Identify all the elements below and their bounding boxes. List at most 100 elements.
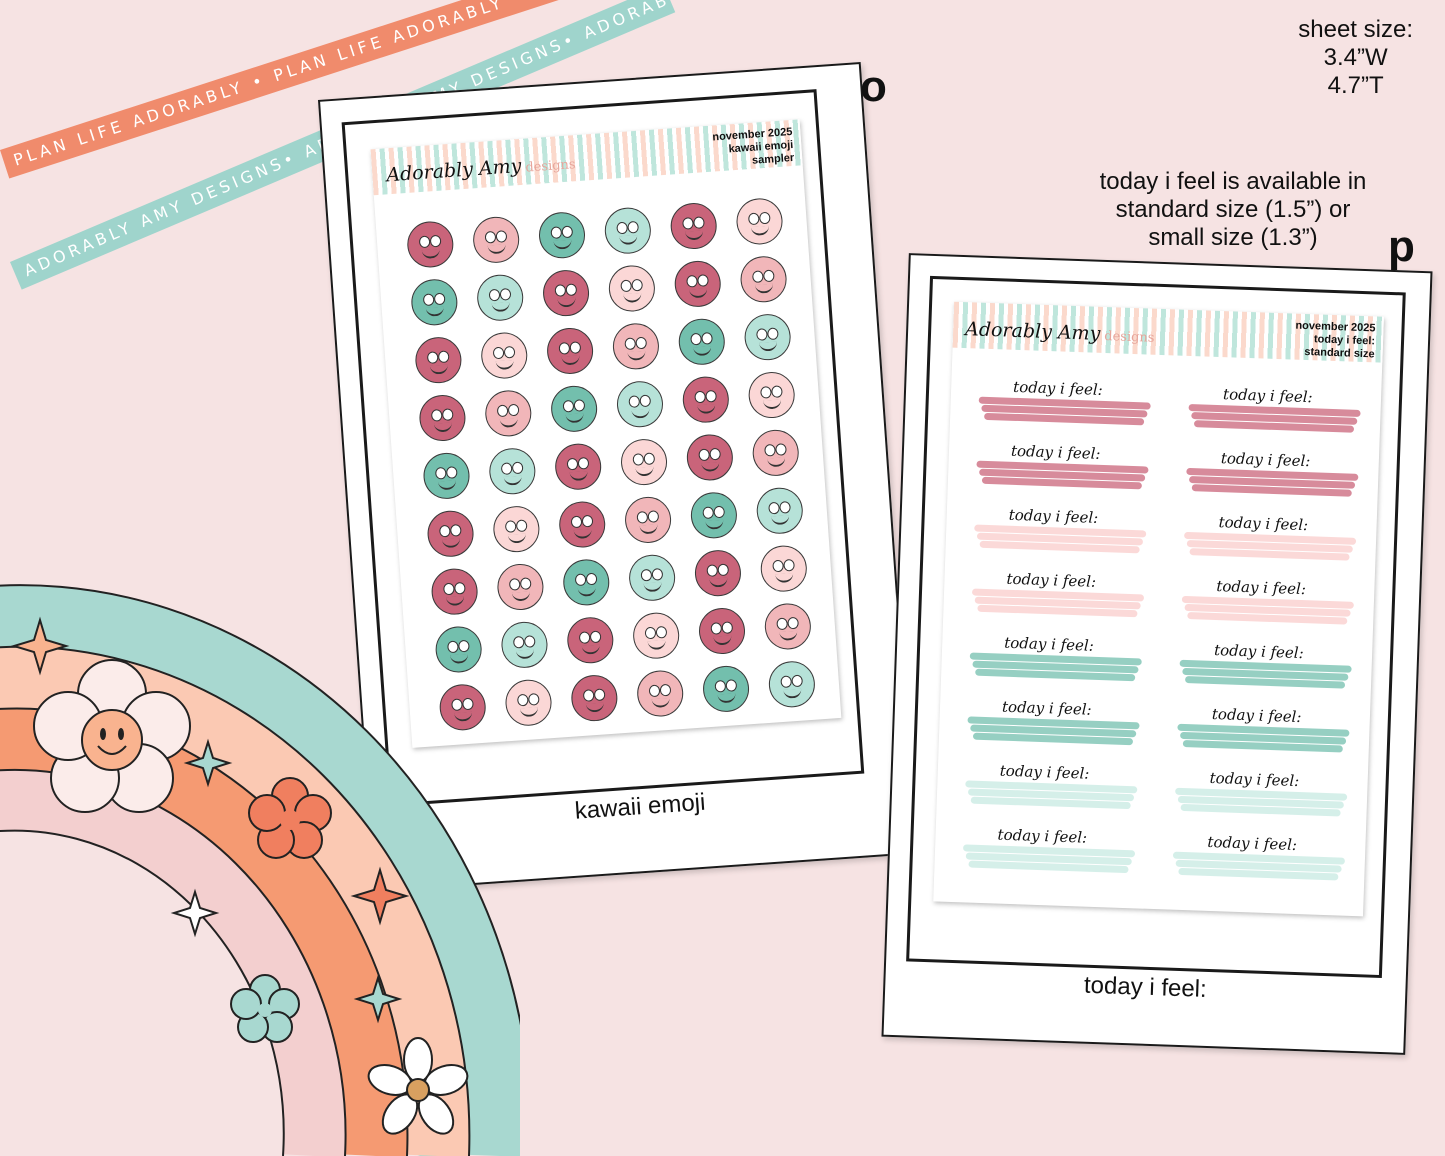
today-i-feel-sticker: today i feel: <box>1181 380 1393 451</box>
availability-info: today i feel is available in standard si… <box>1053 168 1413 252</box>
sheet-size-line2: 3.4”W <box>1323 44 1388 71</box>
today-i-feel-sticker: today i feel: <box>1170 700 1382 771</box>
emoji-sticker <box>619 437 669 487</box>
emoji-sticker <box>747 370 797 420</box>
emoji-mouth <box>763 399 782 410</box>
emoji-sticker <box>413 335 463 385</box>
emoji-sticker <box>471 215 521 265</box>
emoji-mouth <box>635 466 654 477</box>
emoji-sticker <box>491 504 541 554</box>
emoji-mouth <box>750 225 770 237</box>
emoji-sticker <box>669 201 719 251</box>
sheet-size-line3: 4.7”T <box>1327 72 1384 99</box>
emoji-mouth <box>585 702 605 713</box>
today-i-feel-label: today i feel: <box>1008 505 1099 527</box>
emoji-sticker <box>426 509 476 559</box>
emoji-sticker <box>734 196 785 246</box>
emoji-mouth <box>557 297 577 308</box>
emoji-mouth <box>639 524 659 535</box>
emoji-sticker <box>561 557 611 607</box>
emoji-mouth <box>519 707 539 718</box>
emoji-mouth <box>713 635 732 646</box>
emoji-sticker <box>421 451 472 501</box>
emoji-mouth <box>487 244 507 255</box>
emoji-mouth <box>689 288 708 299</box>
today-i-feel-sticker: today i feel: <box>963 628 1175 699</box>
today-i-feel-label: today i feel: <box>1211 704 1302 727</box>
brand-subtitle: designs <box>524 157 577 176</box>
today-i-feel-sticker: today i feel: <box>1179 444 1391 515</box>
today-i-feel-label: today i feel: <box>1003 633 1095 655</box>
rainbow-decoration <box>0 560 520 1156</box>
rainbow-svg <box>0 584 520 1156</box>
availability-line3: small size (1.3”) <box>1148 224 1318 251</box>
emoji-mouth <box>421 248 441 260</box>
emoji-sticker <box>603 206 653 256</box>
emoji-sticker <box>701 664 751 714</box>
emoji-mouth <box>565 413 585 424</box>
today-i-feel-label: today i feel: <box>1006 569 1097 591</box>
emoji-sticker <box>405 219 455 270</box>
emoji-sticker <box>615 379 665 429</box>
emoji-sticker <box>549 384 599 434</box>
product-card-today-i-feel: Adorably Amy designs november 2025 today … <box>881 253 1433 1055</box>
emoji-mouth <box>775 572 794 584</box>
emoji-mouth <box>771 515 790 526</box>
emoji-mouth <box>491 302 511 313</box>
emoji-mouth <box>619 235 638 246</box>
availability-line1: today i feel is available in <box>1099 168 1367 195</box>
emoji-mouth <box>499 417 519 429</box>
emoji-mouth <box>425 306 445 317</box>
teal-flower-icon <box>230 974 300 1043</box>
brand-subtitle: designs <box>1104 328 1155 346</box>
emoji-mouth <box>709 577 728 588</box>
today-i-feel-label: today i feel: <box>1001 697 1092 719</box>
emoji-mouth <box>573 528 593 540</box>
emoji-sticker <box>763 601 813 651</box>
sheet-size-info: sheet size: 3.4”W 4.7”T <box>1298 16 1413 100</box>
emoji-mouth <box>433 422 453 433</box>
today-i-feel-sticker: today i feel: <box>967 500 1179 571</box>
emoji-sticker <box>537 210 587 260</box>
today-i-feel-label: today i feel: <box>1207 832 1298 854</box>
card-letter-o: o <box>860 62 887 111</box>
today-i-feel-sticker: today i feel: <box>969 436 1181 507</box>
emoji-mouth <box>569 471 589 482</box>
today-i-feel-sticker: today i feel: <box>958 756 1170 827</box>
today-i-feel-label: today i feel: <box>1209 768 1300 791</box>
emoji-mouth <box>503 475 523 486</box>
emoji-mouth <box>581 644 601 655</box>
emoji-mouth <box>553 239 572 250</box>
today-i-feel-sticker: today i feel: <box>960 692 1172 763</box>
today-i-feel-sticker: today i feel: <box>1172 636 1384 707</box>
emoji-sticker <box>475 273 525 323</box>
emoji-mouth <box>561 355 581 366</box>
emoji-mouth <box>631 408 650 419</box>
today-i-feel-label: today i feel: <box>1220 449 1311 471</box>
emoji-mouth <box>767 457 786 468</box>
emoji-mouth <box>697 403 716 415</box>
white-daisy-icon <box>367 1037 469 1135</box>
today-i-feel-sticker: today i feel: <box>1177 508 1389 579</box>
emoji-sticker <box>611 321 661 371</box>
sheet-size-line1: sheet size: <box>1298 16 1413 43</box>
emoji-sticker <box>541 268 591 318</box>
today-i-feel-label: today i feel: <box>1213 640 1305 663</box>
emoji-mouth <box>577 586 597 597</box>
emoji-mouth <box>758 341 778 352</box>
emoji-sticker <box>685 432 735 483</box>
availability-line2: standard size (1.5”) or <box>1115 196 1351 223</box>
today-i-feel-sticker: today i feel: <box>971 372 1183 443</box>
sheet-title: november 2025 today i feel: standard siz… <box>1294 320 1375 362</box>
rainbow-band-pink <box>0 769 346 1156</box>
emoji-sticker <box>545 326 595 376</box>
emoji-sticker <box>697 606 747 656</box>
emoji-sticker <box>553 442 603 492</box>
sheet-title: november 2025 kawaii emoji sampler <box>712 126 795 170</box>
sheet-title-line3: standard size <box>1304 345 1375 361</box>
emoji-sticker <box>739 254 789 304</box>
brand-name: Adorably Amy <box>964 318 1101 345</box>
emoji-mouth <box>495 359 515 371</box>
emoji-mouth <box>441 538 461 549</box>
emoji-mouth <box>783 688 802 699</box>
